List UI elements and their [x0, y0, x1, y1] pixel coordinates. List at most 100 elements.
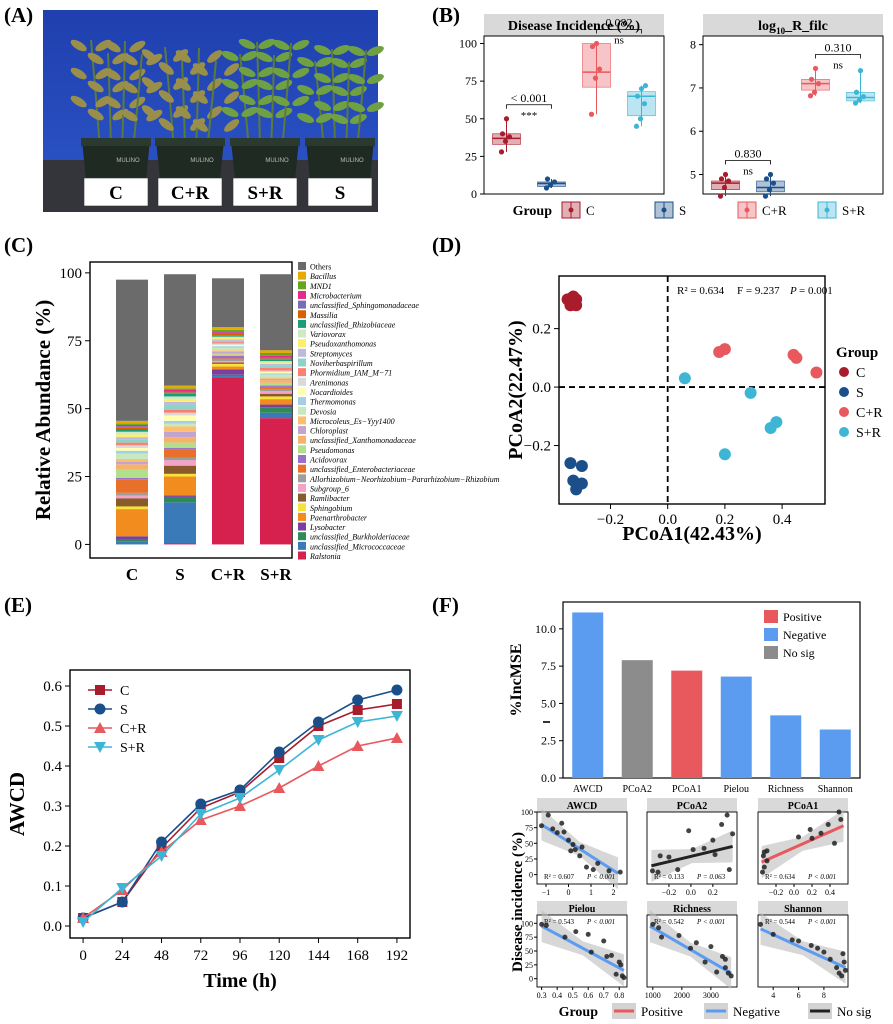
facet-point	[572, 847, 578, 853]
x-tick-label: 0.0	[658, 512, 677, 528]
facet-point	[764, 848, 770, 854]
x-tick-label: 0.2	[708, 888, 718, 897]
legend-swatch	[298, 416, 306, 425]
plant-leaf	[241, 78, 259, 90]
legend-swatch	[298, 512, 306, 521]
stack-segment	[212, 347, 244, 351]
box-point	[718, 176, 725, 182]
legend-marker	[94, 703, 106, 715]
y-tick-label: 0.5	[43, 719, 62, 735]
stack-segment	[260, 352, 292, 356]
series-marker	[234, 784, 246, 796]
y-tick-label: 6	[690, 124, 696, 138]
stack-segment	[116, 453, 148, 459]
legend-title: Group	[559, 1005, 599, 1020]
y-tick-label: 100	[459, 37, 477, 51]
pot-brand-text: MULINO	[190, 158, 214, 164]
panel-label-a: (A)	[4, 3, 33, 27]
stack-segment	[164, 385, 196, 389]
y-tick-label: 25	[465, 149, 477, 163]
facet-point	[666, 854, 672, 860]
box-point	[588, 111, 595, 117]
facet-point	[708, 944, 714, 950]
bar	[572, 612, 604, 778]
stack-segment	[116, 423, 148, 425]
facet-strip	[758, 798, 848, 812]
facet-p: P < 0.001	[586, 918, 615, 926]
legend-swatch	[298, 464, 306, 473]
x-tick-label: S+R	[260, 565, 292, 584]
stack-segment	[260, 358, 292, 360]
facet-point	[841, 959, 847, 965]
facet-point	[796, 834, 801, 840]
x-tick-label: −1	[542, 888, 551, 897]
box-point	[593, 40, 600, 47]
legend-marker	[839, 387, 849, 397]
plant-leaf	[314, 73, 332, 83]
box-point	[815, 81, 822, 87]
facet-title: log10_R_filc	[758, 19, 828, 36]
x-tick-label: 0.0	[686, 888, 696, 897]
series-marker	[234, 800, 246, 811]
y-tick-label: 100	[521, 808, 533, 817]
legend-marker	[95, 685, 105, 695]
y-tick-label: 0.1	[43, 879, 62, 895]
box-point	[589, 43, 596, 50]
stack-segment	[116, 420, 148, 424]
box-point	[642, 83, 649, 89]
x-tick-label: 0	[79, 948, 87, 964]
plant-leaf	[70, 67, 87, 80]
stack-segment	[260, 385, 292, 387]
series-marker	[116, 883, 129, 894]
stack-segment	[260, 357, 292, 359]
facet-point	[657, 853, 663, 859]
x-tick-label: 2000	[674, 991, 690, 1000]
x-tick-label: 1000	[645, 991, 661, 1000]
panel-label-c: (C)	[4, 233, 33, 257]
x-tick-label: 0.8	[614, 991, 624, 1000]
legend-label: unclassified_Xanthomonadaceae	[310, 436, 416, 445]
facet-point	[588, 949, 594, 955]
stack-segment	[164, 415, 196, 421]
y-tick-label: 5.0	[541, 696, 556, 710]
plant-leaf	[258, 94, 276, 106]
facet-p: P < 0.001	[696, 918, 725, 926]
legend-label: No sig	[783, 646, 815, 660]
stack-segment	[260, 412, 292, 419]
pot-label: S+R	[247, 183, 282, 204]
sig-bracket	[596, 29, 642, 34]
facet-title: AWCD	[567, 801, 598, 812]
facet-point	[649, 868, 655, 874]
legend-swatch	[298, 290, 306, 299]
plant-leaf	[224, 119, 240, 132]
box-point	[633, 123, 640, 129]
y-tick-label: 0	[529, 871, 533, 880]
series-marker	[352, 694, 364, 706]
facet-point	[573, 929, 579, 935]
legend-label: Pseudomonas	[309, 446, 354, 455]
stack-segment	[260, 367, 292, 371]
legend-label: Negative	[783, 628, 826, 642]
stack-segment	[260, 359, 292, 362]
legend-title: Group	[836, 345, 878, 361]
box-point	[502, 138, 509, 144]
stack-segment	[116, 498, 148, 507]
facet-point	[655, 869, 661, 875]
box-point	[852, 100, 859, 106]
stack-segment	[116, 495, 148, 499]
stack-segment	[212, 344, 244, 347]
plant-stems	[70, 38, 384, 151]
box-point	[543, 185, 550, 191]
legend-swatch	[764, 646, 778, 659]
legend-label: unclassified_Rhizobiaceae	[310, 320, 396, 329]
legend-swatch-dot	[568, 207, 574, 213]
stack-segment	[212, 377, 244, 545]
sig-p-value: 0.830	[735, 147, 762, 161]
plant-leaf	[241, 106, 259, 118]
stack-segment	[164, 476, 196, 496]
series-marker	[351, 717, 364, 728]
legend-swatch	[298, 377, 306, 386]
stack-segment	[260, 386, 292, 390]
plant-leaf	[87, 80, 104, 93]
stack-segment	[212, 355, 244, 359]
